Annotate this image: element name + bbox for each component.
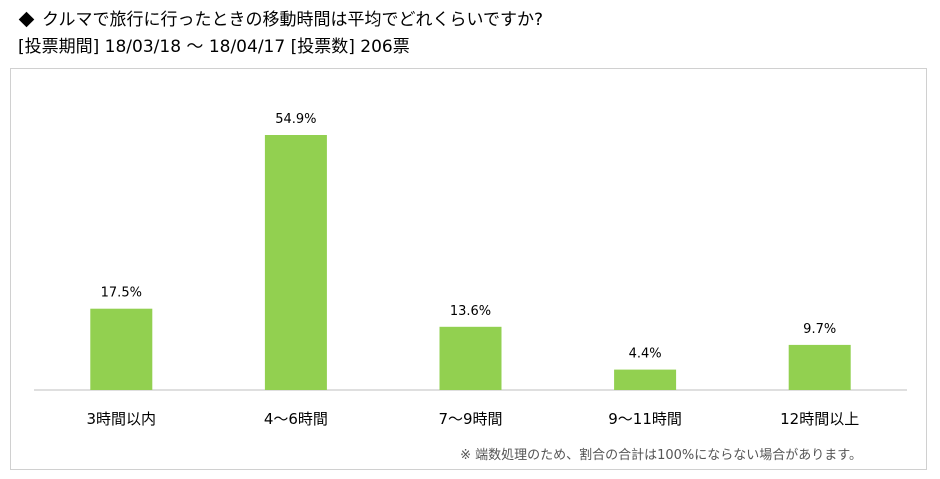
bar-chart: 17.5% 3時間以内 54.9% 4〜6時間 13.6% 7〜9時間 4.4% 9〜11時間…: [34, 112, 907, 428]
bar-0: [90, 308, 153, 390]
chart-frame: 17.5% 3時間以内 54.9% 4〜6時間 13.6% 7〜9時間 4.4% 9〜11時間…: [10, 68, 927, 470]
footnote: ※ 端数処理のため、割合の合計は100%にならない場合があります。: [460, 448, 862, 463]
data-label-1: 54.9%: [275, 112, 316, 127]
page-subtitle: [投票期間] 18/03/18 〜 18/04/17 [投票数] 206票: [18, 37, 410, 57]
bar-3: [614, 369, 677, 390]
data-label-0: 17.5%: [101, 286, 142, 301]
category-label-4: 12時間以上: [780, 410, 859, 428]
bar-2: [439, 326, 502, 390]
category-label-0: 3時間以内: [87, 410, 157, 428]
data-label-4: 9.7%: [803, 322, 836, 337]
diamond-icon: [18, 11, 35, 27]
page-title: クルマで旅行に行ったときの移動時間は平均でどれくらいですか?: [18, 9, 543, 31]
data-label-3: 4.4%: [629, 347, 662, 362]
data-label-2: 13.6%: [450, 304, 491, 319]
category-label-3: 9〜11時間: [608, 410, 682, 428]
bar-4: [788, 344, 851, 390]
bar-1: [264, 135, 327, 390]
category-label-1: 4〜6時間: [264, 410, 328, 428]
title-text: クルマで旅行に行ったときの移動時間は平均でどれくらいですか?: [42, 10, 544, 30]
category-label-2: 7〜9時間: [438, 410, 502, 428]
